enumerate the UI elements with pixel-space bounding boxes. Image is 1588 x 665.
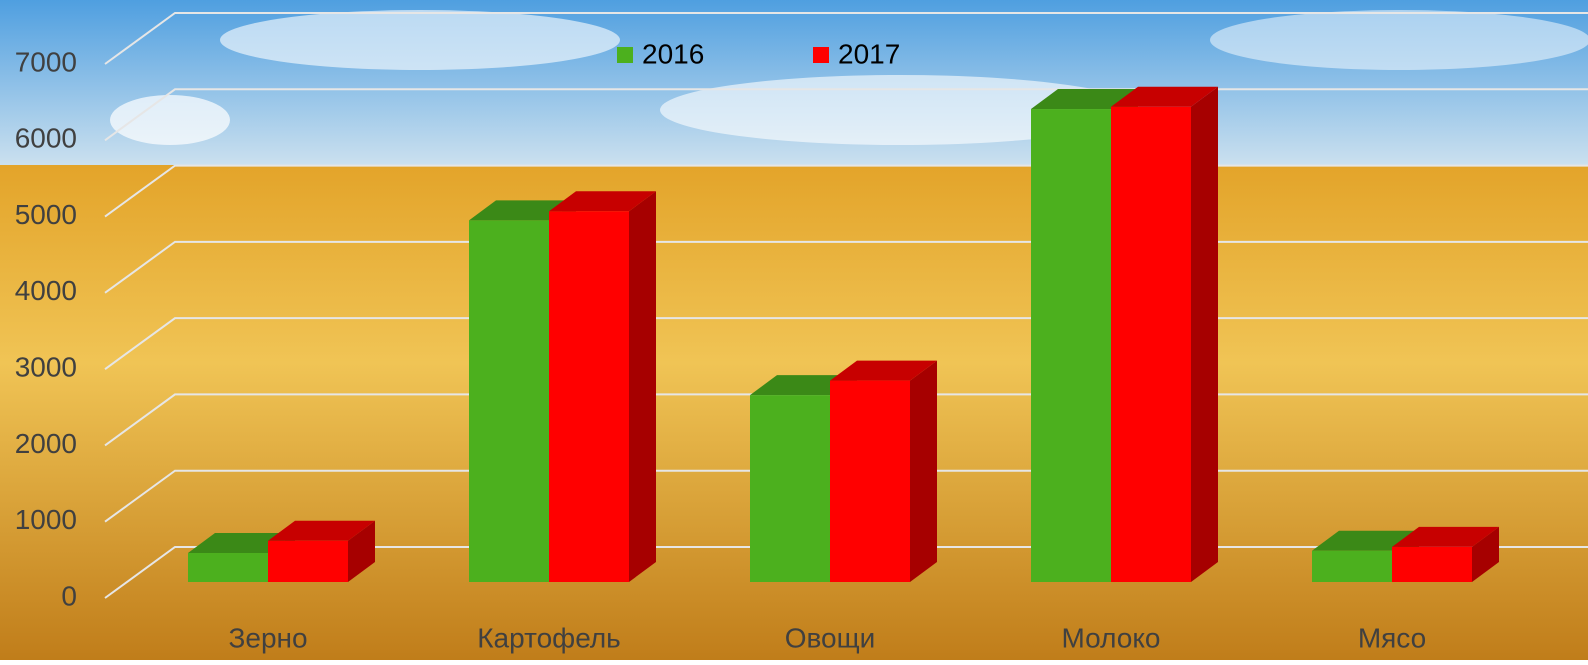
x-tick-label: Овощи (785, 622, 876, 653)
bar-front (1312, 551, 1392, 582)
y-tick-label: 2000 (15, 428, 77, 459)
chart: 0 1000 2000 3000 4000 5000 6000 7000 Зерно Картоф… (0, 0, 1588, 660)
bar-front (750, 395, 830, 582)
bar-front (830, 381, 910, 582)
bar-side (910, 361, 937, 582)
bar-front (1111, 107, 1191, 582)
bar (830, 361, 937, 582)
bar-front (469, 220, 549, 582)
y-tick-label: 1000 (15, 504, 77, 535)
cloud (1210, 10, 1588, 70)
x-tick-label: Картофель (477, 622, 621, 653)
y-tick-label: 3000 (15, 352, 77, 383)
bar (1392, 527, 1499, 582)
y-tick-label: 0 (61, 580, 77, 611)
legend-label: 2017 (838, 38, 900, 69)
y-tick-label: 6000 (15, 123, 77, 154)
bar-side (1191, 87, 1218, 582)
x-tick-label: Мясо (1358, 622, 1426, 653)
bar-front (1031, 109, 1111, 582)
bar-side (629, 191, 656, 582)
bar-front (1392, 547, 1472, 582)
y-tick-label: 7000 (15, 46, 77, 77)
bar (1111, 87, 1218, 582)
x-tick-label: Зерно (228, 622, 307, 653)
cloud (110, 95, 230, 145)
bar-front (188, 553, 268, 582)
bar-front (268, 541, 348, 582)
legend-label: 2016 (642, 38, 704, 69)
cloud (220, 10, 620, 70)
bar-front (549, 211, 629, 582)
legend-swatch (617, 47, 633, 63)
bar (549, 191, 656, 582)
y-tick-label: 5000 (15, 199, 77, 230)
y-tick-label: 4000 (15, 275, 77, 306)
bar (268, 521, 375, 582)
x-tick-label: Молоко (1062, 622, 1161, 653)
legend-swatch (813, 47, 829, 63)
